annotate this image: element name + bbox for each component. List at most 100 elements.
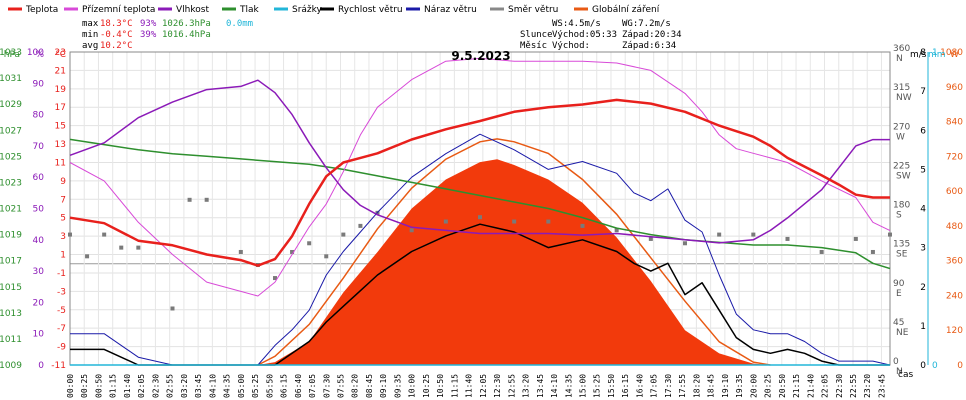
x-tick-label: 12:55 <box>507 374 516 398</box>
wind-direction-point <box>683 241 687 246</box>
x-tick-label: 13:20 <box>522 374 531 398</box>
stats-min-press: 1016.4hPa <box>162 30 211 40</box>
x-tick-label: 15:50 <box>607 374 616 398</box>
wind-direction-tick: 360 <box>893 44 910 54</box>
wind-direction-point <box>512 219 517 224</box>
x-tick-label: 10:00 <box>408 374 417 398</box>
x-tick-label: 21:40 <box>806 374 815 398</box>
wind-speed-tick: 5 <box>920 165 926 175</box>
wind-direction-point <box>204 197 209 202</box>
wind-speed-tick: 4 <box>920 205 926 215</box>
humidity-tick: 90 <box>33 79 45 89</box>
wind-direction-label: NE <box>896 328 909 338</box>
astro-moon-set: Západ:6:34 <box>622 41 676 51</box>
x-tick-label: 16:40 <box>635 374 644 398</box>
wind-direction-tick: 135 <box>893 240 910 250</box>
wind-direction-point <box>290 249 295 254</box>
x-tick-label: 11:15 <box>450 374 459 398</box>
x-tick-label: 01:15 <box>109 374 118 398</box>
wind-direction-label: N <box>896 54 903 64</box>
legend-item: Globální záření <box>592 5 660 15</box>
legend-item: Srážky <box>292 5 323 15</box>
x-tick-label: 00:50 <box>94 374 103 398</box>
stats-max-press: 1026.3hPa <box>162 19 211 29</box>
x-tick-label: 14:35 <box>564 374 573 398</box>
temperature-tick: 5 <box>60 214 66 224</box>
wind-direction-point <box>888 232 892 237</box>
radiation-area <box>257 159 771 365</box>
humidity-tick: 40 <box>33 236 45 246</box>
x-tick-label: 12:30 <box>493 374 502 398</box>
legend: Teplota Přízemní teplota Vlhkost Tlak Srážky… <box>8 5 660 15</box>
pressure-tick: 1013 <box>0 309 22 319</box>
x-tick-label: 13:45 <box>536 374 545 398</box>
x-tick-label: 22:55 <box>849 374 858 398</box>
wind-direction-point <box>85 254 90 259</box>
radiation-max-line <box>257 138 771 366</box>
x-tick-labels: 00:00 00:25 00:50 01:15 01:40 02:05 02:30 02:55… <box>66 374 886 398</box>
temperature-tick: 13 <box>55 140 66 150</box>
x-tick-label: 19:35 <box>735 374 744 398</box>
legend-item: Náraz větru <box>424 5 477 15</box>
x-tick-label: 17:30 <box>664 374 673 398</box>
radiation-tick: 1080 <box>940 48 963 58</box>
x-tick-label: 14:10 <box>550 374 559 398</box>
wind-speed-tick: 0 <box>920 361 926 371</box>
x-tick-label: 05:25 <box>251 374 260 398</box>
humidity-tick: 20 <box>33 298 45 308</box>
radiation-tick: 360 <box>946 257 963 267</box>
wind-direction-label: W <box>896 132 905 142</box>
wind-direction-point <box>751 232 756 237</box>
stats-max-temp: 18.3°C <box>100 19 133 29</box>
x-tick-label: 09:35 <box>393 374 402 398</box>
humidity-tick: 80 <box>33 111 45 121</box>
x-tick-label: 03:20 <box>180 374 189 398</box>
radiation-actual-area <box>257 159 771 365</box>
wind-direction-point <box>409 228 414 233</box>
wind-direction-label: SE <box>896 250 908 260</box>
wind-direction-point <box>324 254 329 259</box>
radiation-tick: 840 <box>946 118 963 128</box>
x-tick-label: 17:55 <box>678 374 687 398</box>
wind-direction-point <box>119 245 124 250</box>
axes: 1009101110131015101710191021102310251027… <box>0 44 963 377</box>
temperature-tick: -9 <box>57 343 66 353</box>
wind-direction-point <box>853 236 858 241</box>
x-tick-label: 22:30 <box>835 374 844 398</box>
wind-speed-tick: 3 <box>920 244 926 254</box>
astro-moon-rise: Východ: <box>552 41 590 51</box>
wind-direction-label: N <box>896 367 903 377</box>
rain-tick: 0 <box>932 361 938 371</box>
stats-max-rain: 0.0mm <box>226 19 253 29</box>
wind-direction-point <box>580 223 585 228</box>
pressure-tick: 1031 <box>0 74 22 84</box>
wind-direction-point <box>717 232 722 237</box>
humidity-tick: 30 <box>33 267 45 277</box>
stats-block: max 18.3°C 93% 1026.3hPa 0.0mm min -0.4°… <box>82 19 253 51</box>
legend-item: Směr větru <box>508 5 558 15</box>
wind-direction-tick: 225 <box>893 161 910 171</box>
wind-direction-point <box>136 245 141 250</box>
wind-direction-point <box>785 236 790 241</box>
wind-direction-point <box>68 232 72 237</box>
radiation-tick: 0 <box>957 361 963 371</box>
temperature-tick: 11 <box>55 158 66 168</box>
stats-min-temp: -0.4°C <box>100 30 133 40</box>
legend-item: Vlhkost <box>176 5 209 15</box>
humidity-line <box>69 79 890 244</box>
radiation-tick: 960 <box>946 83 963 93</box>
wind-direction-point <box>443 219 448 224</box>
humidity-tick: 70 <box>33 142 45 152</box>
stats-max-hum: 93% <box>140 19 157 29</box>
x-tick-label: 18:20 <box>692 374 701 398</box>
x-tick-label: 01:40 <box>123 374 132 398</box>
wind-speed-unit: m/s <box>910 50 927 60</box>
temperature-tick: 9 <box>60 177 66 187</box>
temperature-tick: -3 <box>57 287 66 297</box>
wind-direction-label: NW <box>896 93 912 103</box>
x-tick-label: 15:00 <box>579 374 588 398</box>
astro-sun-rise: Východ:05:33 <box>552 30 617 40</box>
x-tick-label: 20:50 <box>778 374 787 398</box>
x-tick-label: 19:10 <box>721 374 730 398</box>
